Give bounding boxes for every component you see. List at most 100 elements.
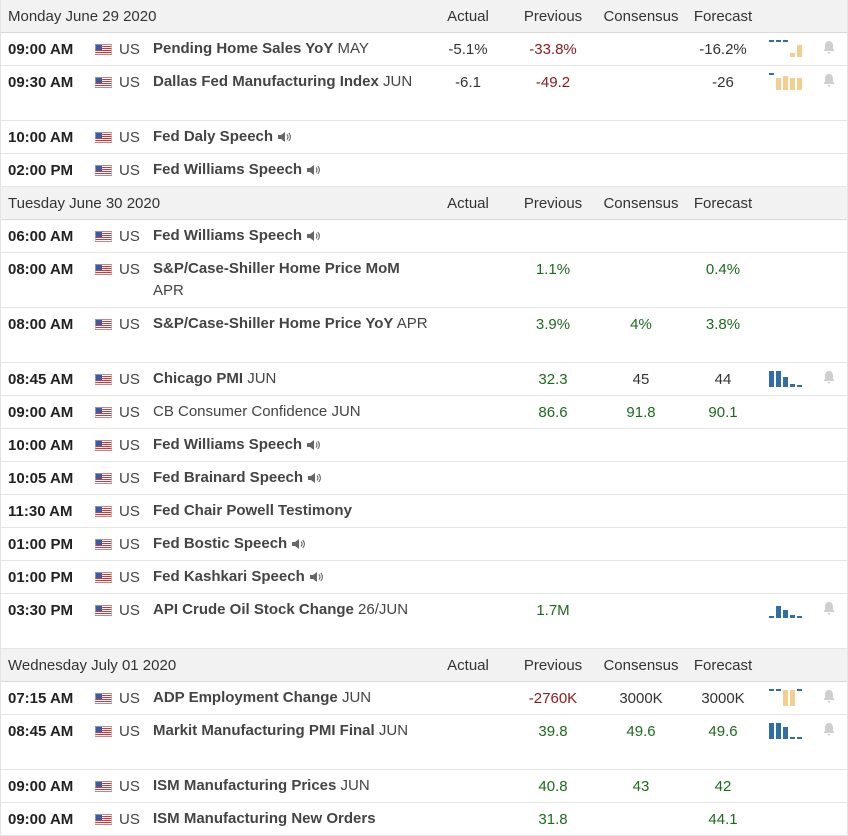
event-title-link[interactable]: Fed Williams Speech: [153, 436, 303, 453]
event-row[interactable]: 08:45 AM US Chicago PMI JUN 32.3 45 44: [1, 363, 847, 396]
event-country: US: [119, 437, 140, 454]
event-title-link[interactable]: S&P/Case-Shiller Home Price YoY: [153, 315, 394, 332]
sparkline-icon[interactable]: [769, 72, 805, 90]
event-name[interactable]: ISM Manufacturing New Orders: [153, 808, 428, 830]
column-header-consensus: Consensus: [603, 195, 679, 212]
event-forecast-value: 90.1: [708, 404, 738, 421]
event-country: US: [119, 261, 140, 278]
bell-icon[interactable]: [821, 688, 837, 704]
sparkline-icon[interactable]: [769, 688, 805, 706]
sparkline-icon[interactable]: [769, 39, 805, 57]
sparkline-icon[interactable]: [769, 721, 805, 739]
event-previous-value: 86.6: [538, 404, 568, 421]
event-row[interactable]: 02:00 PM US Fed Williams Speech: [1, 154, 847, 187]
event-row[interactable]: 09:00 AM US Pending Home Sales YoY MAY -5.1…: [1, 33, 847, 66]
speaker-icon: [306, 436, 321, 458]
event-title-link[interactable]: Fed Kashkari Speech: [153, 568, 305, 585]
event-title-link[interactable]: ADP Employment Change: [153, 689, 338, 706]
event-row[interactable]: 10:05 AM US Fed Brainard Speech: [1, 462, 847, 495]
event-title-link[interactable]: Markit Manufacturing PMI Final: [153, 722, 375, 739]
event-name[interactable]: Pending Home Sales YoY MAY: [153, 38, 428, 60]
event-time: 08:45 AM: [8, 371, 74, 388]
event-title-link[interactable]: Chicago PMI: [153, 370, 244, 387]
bell-icon[interactable]: [821, 721, 837, 737]
us-flag-icon: [95, 130, 112, 143]
bell-icon[interactable]: [821, 72, 837, 88]
event-title-link[interactable]: ISM Manufacturing New Orders: [153, 810, 376, 827]
event-title-link[interactable]: Fed Williams Speech: [153, 227, 303, 244]
event-time: 07:15 AM: [8, 690, 74, 707]
sparkline-icon[interactable]: [769, 600, 805, 618]
us-flag-icon: [95, 537, 112, 550]
event-country: US: [119, 778, 140, 795]
event-name[interactable]: ISM Manufacturing Prices JUN: [153, 775, 428, 797]
event-country: US: [119, 129, 140, 146]
event-name[interactable]: S&P/Case-Shiller Home Price MoM APR: [153, 258, 428, 302]
event-row[interactable]: 09:00 AM US ISM Manufacturing Prices JUN 40…: [1, 770, 847, 803]
event-title-link[interactable]: Fed Williams Speech: [153, 161, 303, 178]
day-header: Wednesday July 01 2020 Actual Previous Cons…: [1, 649, 847, 682]
event-title-link[interactable]: CB Consumer Confidence: [153, 403, 328, 420]
event-name[interactable]: Fed Chair Powell Testimony: [153, 500, 428, 522]
event-title-link[interactable]: Fed Bostic Speech: [153, 535, 288, 552]
event-name[interactable]: Fed Williams Speech: [153, 225, 428, 249]
event-title-link[interactable]: ISM Manufacturing Prices: [153, 777, 337, 794]
event-name[interactable]: S&P/Case-Shiller Home Price YoY APR: [153, 313, 428, 335]
event-row[interactable]: 10:00 AM US Fed Daly Speech: [1, 121, 847, 154]
speaker-icon: [307, 469, 321, 491]
event-name[interactable]: Fed Williams Speech: [153, 434, 428, 458]
event-title-link[interactable]: Pending Home Sales YoY: [153, 40, 334, 57]
column-header-previous: Previous: [523, 8, 583, 25]
event-previous-value: -33.8%: [529, 41, 577, 58]
event-row[interactable]: 01:00 PM US Fed Bostic Speech: [1, 528, 847, 561]
event-previous-value: 31.8: [538, 811, 568, 828]
event-title-link[interactable]: S&P/Case-Shiller Home Price MoM: [153, 260, 400, 277]
event-consensus-value: 43: [632, 778, 650, 795]
event-time: 09:00 AM: [8, 778, 74, 795]
event-name[interactable]: Fed Brainard Speech: [153, 467, 428, 491]
event-name[interactable]: CB Consumer Confidence JUN: [153, 401, 428, 423]
event-period: JUN: [341, 689, 372, 706]
event-name[interactable]: Fed Kashkari Speech: [153, 566, 428, 590]
us-flag-icon: [95, 603, 112, 616]
event-row[interactable]: 07:15 AM US ADP Employment Change JUN -2760…: [1, 682, 847, 715]
event-row[interactable]: 08:00 AM US S&P/Case-Shiller Home Price Mo…: [1, 253, 847, 308]
bell-icon[interactable]: [821, 39, 837, 55]
event-time: 09:00 AM: [8, 41, 74, 58]
event-title-link[interactable]: Fed Brainard Speech: [153, 469, 304, 486]
event-row[interactable]: 08:45 AM US Markit Manufacturing PMI Final…: [1, 715, 847, 770]
sparkline-icon[interactable]: [769, 369, 805, 387]
event-name[interactable]: Chicago PMI JUN: [153, 368, 428, 390]
event-title-link[interactable]: Dallas Fed Manufacturing Index: [153, 73, 379, 90]
event-row[interactable]: 03:30 PM US API Crude Oil Stock Change 26/…: [1, 594, 847, 649]
event-name[interactable]: ADP Employment Change JUN: [153, 687, 428, 709]
event-name[interactable]: Fed Bostic Speech: [153, 533, 428, 557]
event-row[interactable]: 09:00 AM US CB Consumer Confidence JUN 86.6…: [1, 396, 847, 429]
us-flag-icon: [95, 75, 112, 88]
bell-icon[interactable]: [821, 600, 837, 616]
event-name[interactable]: Fed Williams Speech: [153, 159, 428, 183]
event-title-link[interactable]: Fed Chair Powell Testimony: [153, 502, 352, 519]
speaker-icon: [309, 568, 323, 590]
event-title-link[interactable]: API Crude Oil Stock Change: [153, 601, 354, 618]
event-row[interactable]: 11:30 AM US Fed Chair Powell Testimony: [1, 495, 847, 528]
us-flag-icon: [95, 779, 112, 792]
event-name[interactable]: Fed Daly Speech: [153, 126, 428, 150]
speaker-icon: [291, 535, 306, 557]
event-name[interactable]: API Crude Oil Stock Change 26/JUN: [153, 599, 428, 621]
column-header-consensus: Consensus: [603, 657, 679, 674]
event-row[interactable]: 09:30 AM US Dallas Fed Manufacturing Index…: [1, 66, 847, 121]
event-row[interactable]: 01:00 PM US Fed Kashkari Speech: [1, 561, 847, 594]
column-header-forecast: Forecast: [693, 195, 753, 212]
event-name[interactable]: Dallas Fed Manufacturing Index JUN: [153, 71, 428, 93]
event-row[interactable]: 10:00 AM US Fed Williams Speech: [1, 429, 847, 462]
event-name[interactable]: Markit Manufacturing PMI Final JUN: [153, 720, 428, 742]
bell-icon[interactable]: [821, 369, 837, 385]
event-row[interactable]: 08:00 AM US S&P/Case-Shiller Home Price Yo…: [1, 308, 847, 363]
event-title-link[interactable]: Fed Daly Speech: [153, 128, 274, 145]
event-row[interactable]: 06:00 AM US Fed Williams Speech: [1, 220, 847, 253]
event-row[interactable]: 09:00 AM US ISM Manufacturing New Orders 31…: [1, 803, 847, 836]
event-period: JUN: [383, 73, 413, 90]
event-period: JUN: [331, 403, 361, 420]
